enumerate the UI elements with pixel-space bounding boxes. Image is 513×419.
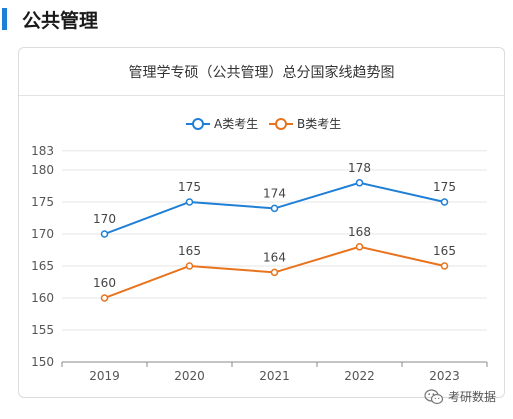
wechat-icon xyxy=(424,389,444,405)
x-tick-label: 2022 xyxy=(344,369,375,383)
data-point xyxy=(100,294,109,302)
data-point xyxy=(440,198,449,206)
x-tick-label: 2020 xyxy=(174,369,205,383)
watermark-text: 考研数据 xyxy=(448,390,497,404)
data-label: 170 xyxy=(93,212,116,226)
y-tick-label: 180 xyxy=(31,163,54,177)
y-tick-label: 170 xyxy=(31,227,54,241)
data-label: 168 xyxy=(348,225,371,239)
x-tick-label: 2023 xyxy=(429,369,460,383)
legend-label: A类考生 xyxy=(214,117,258,131)
section-header: 公共管理 xyxy=(0,4,513,32)
data-point xyxy=(100,230,109,238)
legend-label: B类考生 xyxy=(297,117,341,131)
y-tick-label: 160 xyxy=(31,291,54,305)
data-label: 165 xyxy=(178,244,201,258)
x-tick-label: 2019 xyxy=(89,369,120,383)
legend-marker xyxy=(192,118,204,130)
x-tick-label: 2021 xyxy=(259,369,290,383)
data-label: 165 xyxy=(433,244,456,258)
y-tick-label: 165 xyxy=(31,259,54,273)
data-point xyxy=(270,204,279,213)
data-label: 178 xyxy=(348,161,371,175)
section-title: 公共管理 xyxy=(22,10,99,32)
y-tick-label: 150 xyxy=(31,355,54,369)
data-point xyxy=(355,243,364,251)
legend-marker xyxy=(275,118,287,130)
data-label: 175 xyxy=(178,180,201,194)
data-label: 160 xyxy=(93,276,116,290)
data-label: 174 xyxy=(263,186,286,200)
y-tick-label: 175 xyxy=(31,195,54,209)
chart-title-row: 管理学专硕（公共管理）总分国家线趋势图 xyxy=(19,48,504,96)
data-point xyxy=(185,198,194,206)
data-point xyxy=(185,262,194,270)
data-point xyxy=(355,179,364,187)
data-point xyxy=(270,268,279,277)
data-label: 164 xyxy=(263,250,286,264)
chart-card: 管理学专硕（公共管理）总分国家线趋势图 xyxy=(18,47,505,398)
section-accent-bar xyxy=(2,8,7,30)
data-label: 175 xyxy=(433,180,456,194)
data-point xyxy=(440,262,449,270)
chart-title: 管理学专硕（公共管理）总分国家线趋势图 xyxy=(128,65,395,81)
y-tick-label: 183 xyxy=(31,144,54,158)
y-tick-label: 155 xyxy=(31,323,54,337)
